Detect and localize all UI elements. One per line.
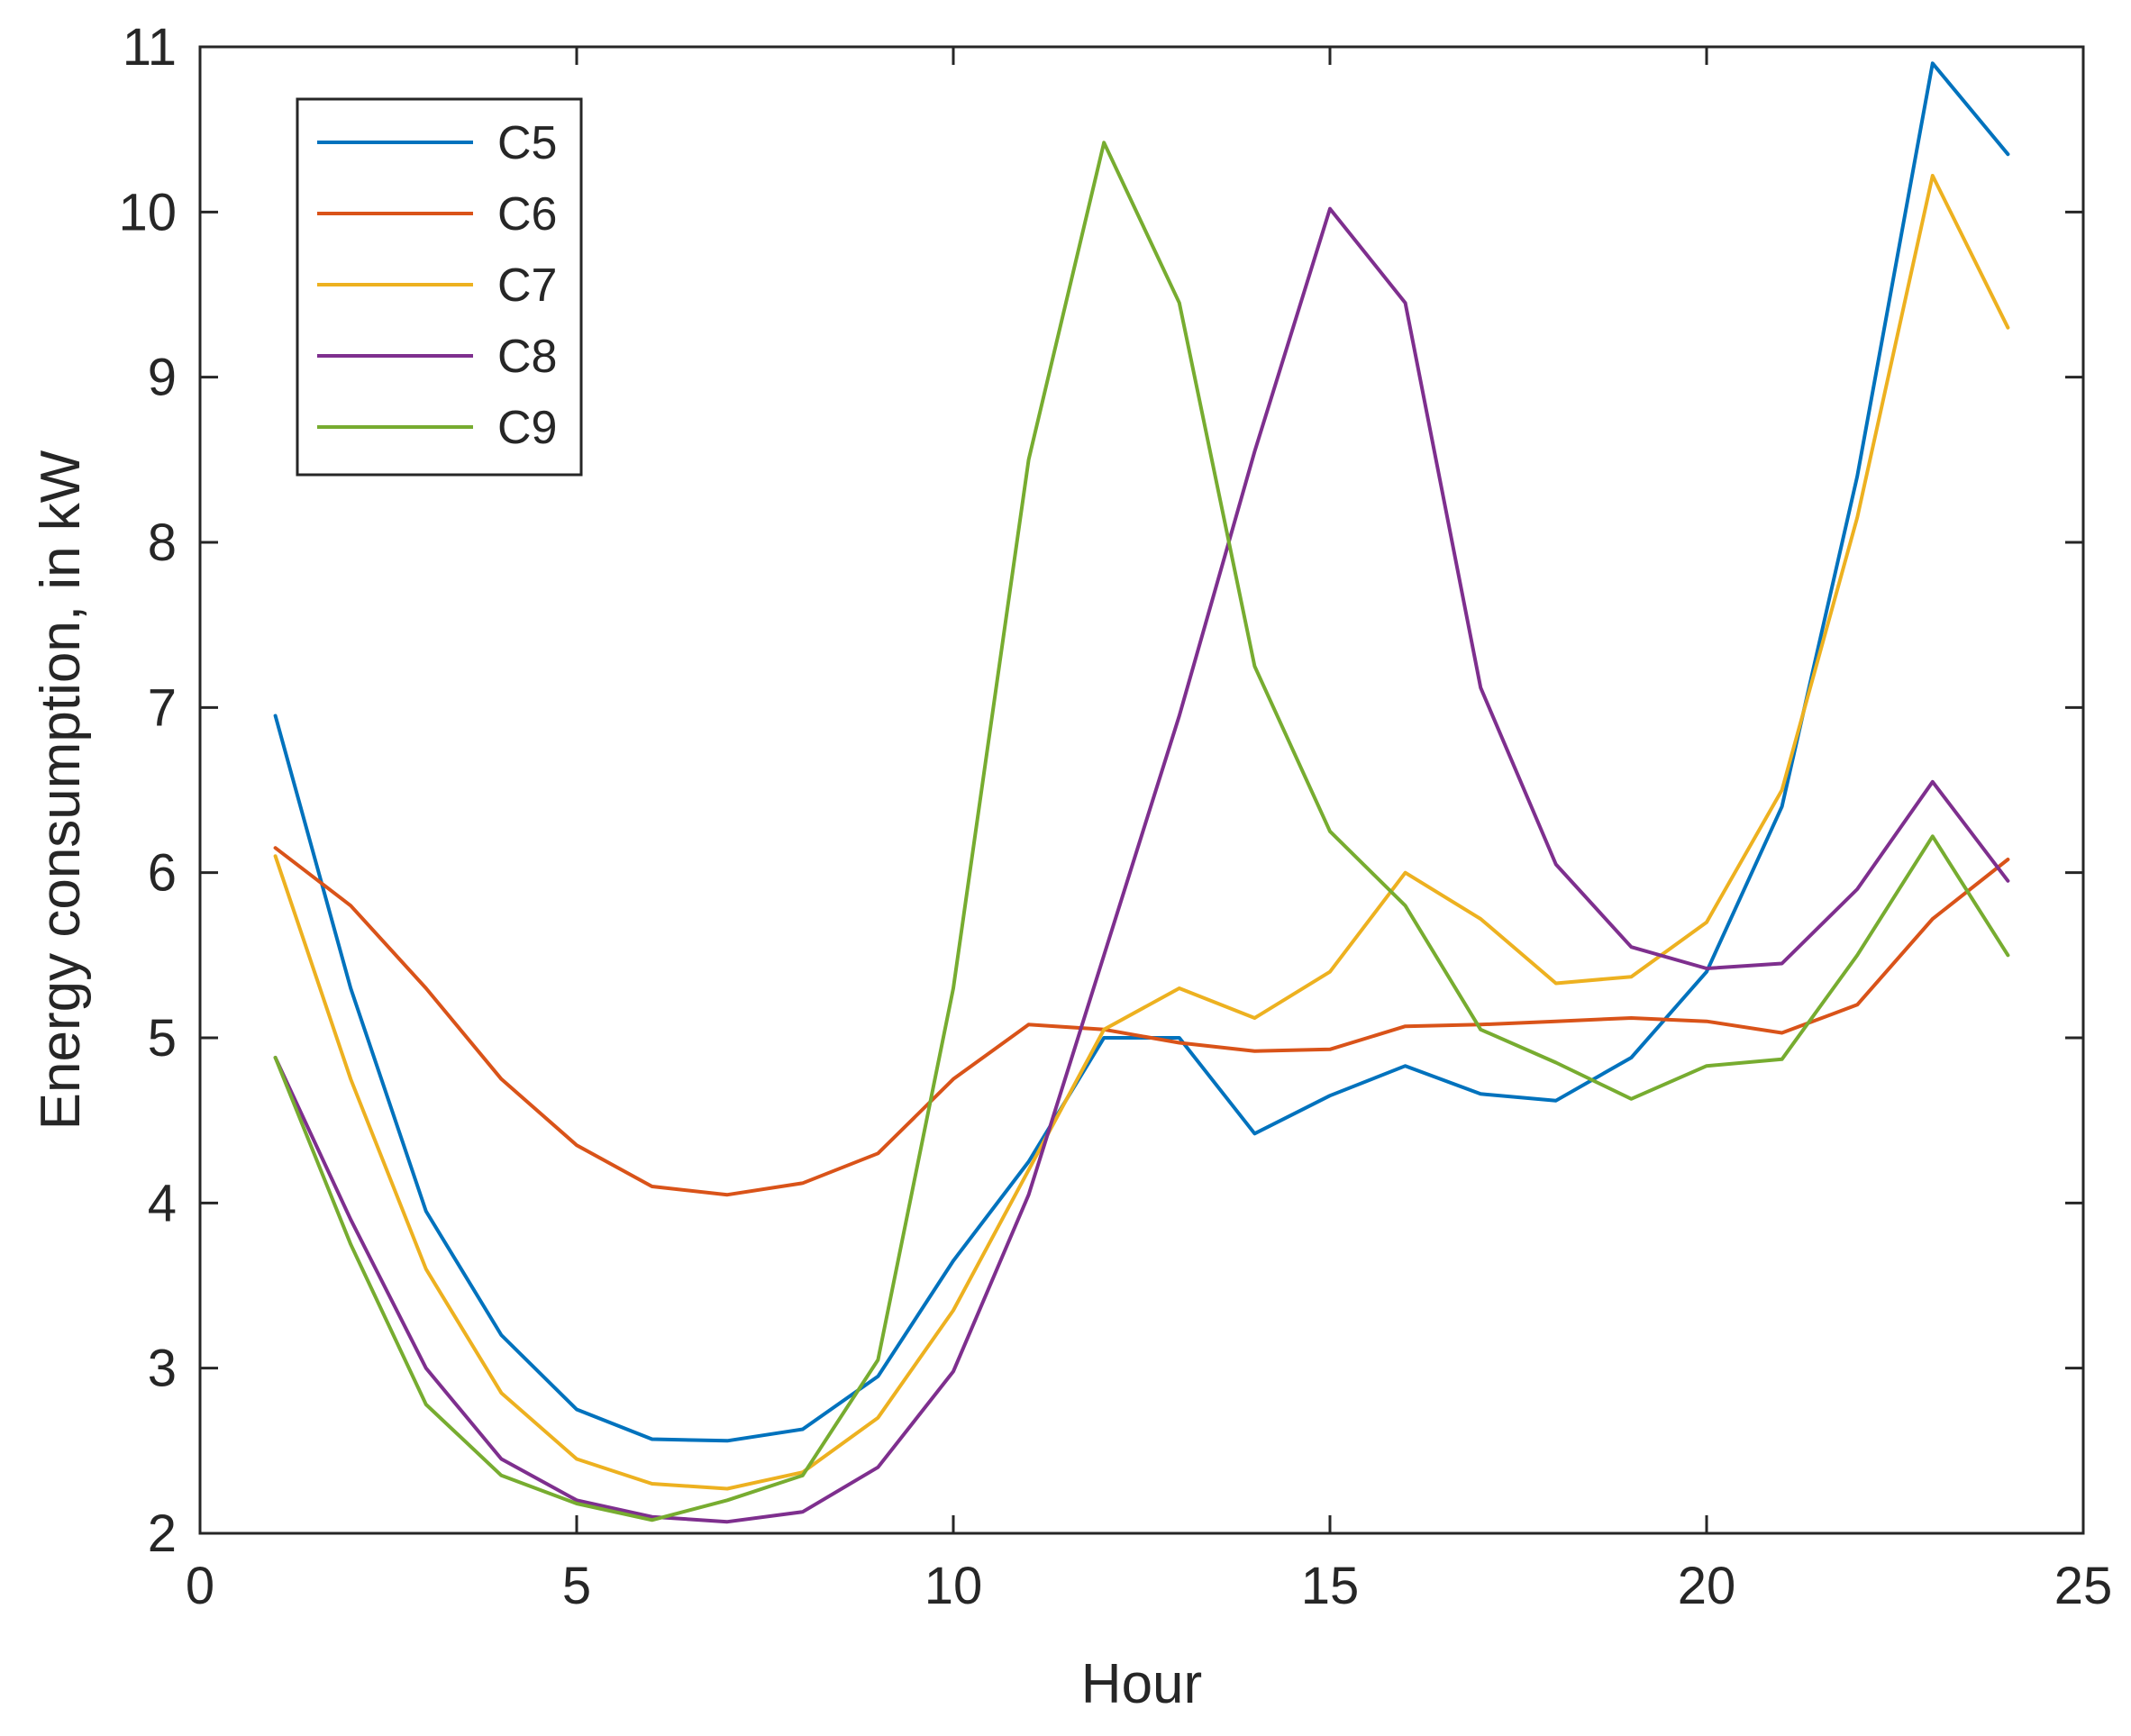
series-line-c8 <box>273 206 2010 1524</box>
legend: C5 C6 C7 C8 C9 <box>296 97 583 477</box>
y-tick-label: 9 <box>148 349 177 407</box>
y-tick-label: 3 <box>148 1340 177 1398</box>
legend-label-c5: C5 <box>497 117 557 169</box>
ticks-layer: 0 5 10 15 20 25 2 3 4 5 6 7 8 9 10 11 <box>118 18 2112 1615</box>
y-tick-label: 4 <box>148 1174 177 1232</box>
y-tick-label: 11 <box>123 18 177 77</box>
y-axis-label: Energy consumption, in kW <box>30 450 92 1130</box>
x-tick-label: 15 <box>1301 1557 1360 1615</box>
y-tick-label: 2 <box>148 1504 177 1563</box>
legend-label-c8: C8 <box>497 331 557 383</box>
x-tick-label: 20 <box>1678 1557 1736 1615</box>
y-tick-label: 7 <box>148 678 177 737</box>
legend-label-c7: C7 <box>497 259 557 312</box>
series-line-c7 <box>273 174 2010 1491</box>
series-line-c9 <box>273 141 2010 1522</box>
legend-label-c6: C6 <box>497 188 557 241</box>
x-tick-label: 0 <box>186 1557 214 1615</box>
y-tick-label: 6 <box>148 844 177 903</box>
y-tick-label: 10 <box>118 183 177 241</box>
legend-label-c9: C9 <box>497 402 557 454</box>
plot-frame <box>198 45 2085 1535</box>
y-tick-label: 5 <box>148 1009 177 1068</box>
x-axis-label: Hour <box>1081 1653 1202 1715</box>
x-tick-label: 25 <box>2054 1557 2113 1615</box>
legend-box <box>296 97 583 477</box>
y-tick-label: 8 <box>148 514 177 572</box>
series-layer <box>273 61 2010 1524</box>
x-tick-label: 5 <box>562 1557 591 1615</box>
x-tick-label: 10 <box>924 1557 983 1615</box>
series-line-c6 <box>273 846 2010 1197</box>
